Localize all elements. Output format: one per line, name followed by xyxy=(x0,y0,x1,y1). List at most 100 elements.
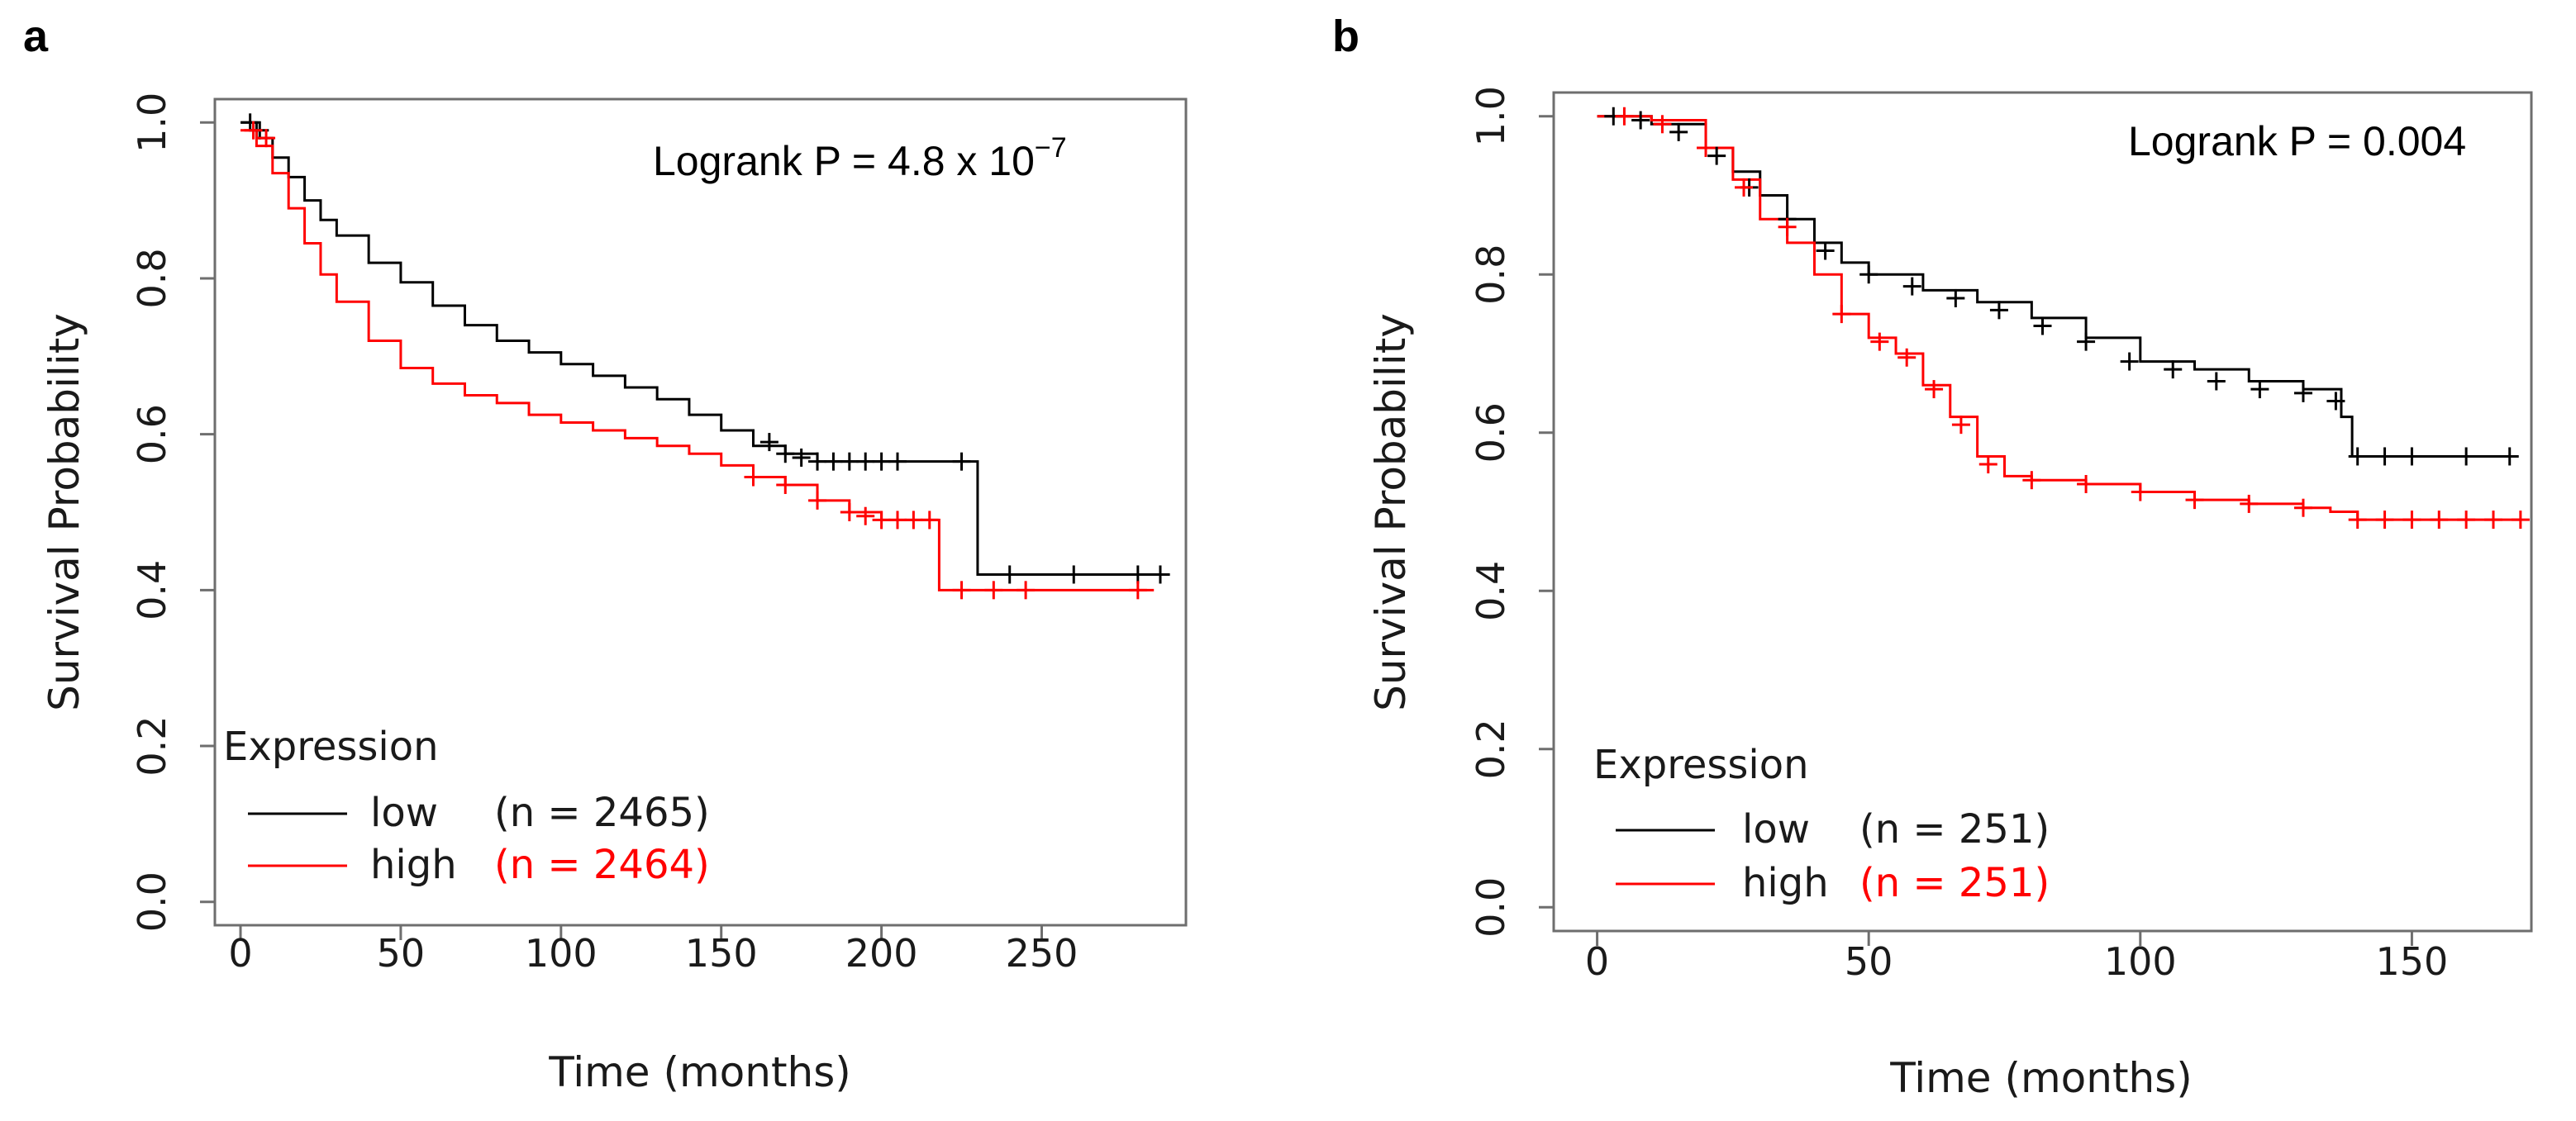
logrank-p-a-prefix: Logrank P = 4.8 x 10 xyxy=(653,138,1035,184)
censor-mark-high-b-20 xyxy=(2430,511,2449,530)
y-tick-label-b-4: 0.8 xyxy=(1469,245,1513,305)
legend-n-low-a: (n = 2465) xyxy=(494,790,710,836)
legend-n-high-b: (n = 251) xyxy=(1859,860,2050,906)
censor-mark-high-b-8 xyxy=(1925,380,1944,399)
x-tick-label-b-50: 50 xyxy=(1845,939,1893,984)
censor-mark-high-b-4 xyxy=(1778,217,1797,236)
censor-mark-high-a-3 xyxy=(776,475,795,494)
legend-b: Expression low (n = 251) high (n = 251) xyxy=(1593,742,2050,906)
censor-mark-low-a-13 xyxy=(1064,565,1083,584)
censor-mark-high-b-1 xyxy=(1653,115,1672,134)
censor-mark-low-b-9 xyxy=(1946,288,1965,307)
x-tick-label-a-250: 250 xyxy=(1006,931,1078,976)
series-lines-b xyxy=(1597,115,2521,521)
censor-mark-high-b-23 xyxy=(2511,511,2530,530)
survival-curve-low-a xyxy=(240,121,1170,576)
censor-mark-high-a-0 xyxy=(244,121,263,140)
censor-mark-high-b-15 xyxy=(2240,494,2259,513)
censor-mark-low-b-19 xyxy=(2348,447,2367,466)
censor-marks-a xyxy=(240,113,1169,600)
censor-mark-low-a-5 xyxy=(808,452,827,471)
censor-mark-high-b-7 xyxy=(1897,348,1917,367)
legend-title-a: Expression xyxy=(223,724,439,770)
survival-curve-high-a xyxy=(240,129,1155,591)
censor-mark-low-b-10 xyxy=(1989,301,2008,320)
censor-mark-low-a-11 xyxy=(952,452,971,471)
censor-mark-high-b-16 xyxy=(2293,498,2312,517)
axes-b: 0 50 100 150 0.0 0.2 0.4 0.6 0.8 1.0 xyxy=(1469,86,2448,984)
censor-mark-high-b-13 xyxy=(2131,482,2150,501)
censor-mark-low-b-1 xyxy=(1631,111,1650,130)
legend-label-high-b: high xyxy=(1742,860,1829,906)
censor-mark-high-b-9 xyxy=(1951,416,1970,435)
legend-label-low-a: low xyxy=(370,790,438,836)
x-tick-label-a-50: 50 xyxy=(377,931,426,976)
censor-mark-low-b-11 xyxy=(2033,316,2052,335)
x-tick-label-b-100: 100 xyxy=(2104,939,2177,984)
plot-frame-b xyxy=(1552,91,2533,933)
x-tick-label-a-0: 0 xyxy=(228,931,252,976)
censor-mark-low-b-12 xyxy=(2077,332,2096,351)
logrank-p-a-exponent: −7 xyxy=(1035,132,1067,164)
censor-mark-high-b-12 xyxy=(2077,474,2096,493)
y-tick-label-a-0: 0.0 xyxy=(130,872,174,932)
censor-mark-high-b-19 xyxy=(2402,511,2421,530)
censor-mark-low-b-16 xyxy=(2250,380,2269,399)
panel-b: b 0 50 100 150 0.0 0.2 0.4 0.6 0.8 1.0 Time (mont… xyxy=(1332,12,2533,1102)
y-tick-label-b-3: 0.6 xyxy=(1469,402,1513,463)
censor-mark-low-a-15 xyxy=(1150,565,1169,584)
x-axis-title-a: Time (months) xyxy=(548,1048,851,1096)
y-axis-title-b: Survival Probability xyxy=(1367,313,1415,711)
y-tick-label-b-2: 0.4 xyxy=(1469,561,1513,621)
censor-mark-low-a-8 xyxy=(856,452,875,471)
censor-mark-high-a-2 xyxy=(744,468,763,487)
censor-mark-low-a-4 xyxy=(792,448,811,467)
censor-mark-high-a-14 xyxy=(1128,581,1147,600)
censor-mark-high-b-17 xyxy=(2348,511,2367,530)
x-tick-label-a-100: 100 xyxy=(525,931,598,976)
x-tick-label-b-150: 150 xyxy=(2376,939,2449,984)
panel-label-a: a xyxy=(23,12,49,61)
x-tick-label-a-150: 150 xyxy=(685,931,758,976)
censor-mark-high-b-5 xyxy=(1832,305,1851,324)
censor-mark-low-b-22 xyxy=(2457,447,2476,466)
censor-mark-low-b-6 xyxy=(1816,241,1835,260)
censor-mark-low-a-6 xyxy=(824,452,843,471)
censor-mark-low-b-8 xyxy=(1902,277,1921,296)
censor-mark-high-b-14 xyxy=(2185,491,2204,510)
censor-mark-high-b-10 xyxy=(1978,455,1997,474)
censor-mark-high-a-9 xyxy=(904,511,923,530)
censor-mark-high-b-0 xyxy=(1615,107,1634,126)
y-tick-label-a-1: 0.2 xyxy=(130,715,174,776)
censor-mark-low-b-18 xyxy=(2326,392,2345,411)
censor-mark-low-b-23 xyxy=(2500,447,2519,466)
y-tick-label-a-2: 0.4 xyxy=(130,560,174,620)
censor-mark-high-a-7 xyxy=(872,511,891,530)
censor-mark-high-a-12 xyxy=(984,581,1003,600)
legend-n-high-a: (n = 2464) xyxy=(494,842,710,888)
censor-mark-high-a-6 xyxy=(856,506,875,525)
censor-mark-high-b-3 xyxy=(1735,178,1754,197)
panel-label-b: b xyxy=(1332,12,1359,61)
legend-a: Expression low (n = 2465) high (n = 2464… xyxy=(223,724,710,888)
censor-mark-high-b-18 xyxy=(2375,511,2394,530)
legend-label-low-b: low xyxy=(1742,806,1810,853)
y-tick-label-b-0: 0.0 xyxy=(1469,877,1513,938)
censor-mark-low-a-3 xyxy=(776,444,795,463)
censor-mark-high-a-13 xyxy=(1017,581,1036,600)
censor-mark-high-b-11 xyxy=(2022,471,2041,490)
censor-mark-low-b-15 xyxy=(2207,372,2226,391)
x-axis-title-b: Time (months) xyxy=(1889,1054,2193,1102)
censor-mark-high-a-1 xyxy=(257,129,276,148)
censor-mark-high-b-22 xyxy=(2483,511,2502,530)
logrank-p-b-prefix: Logrank P = 0.004 xyxy=(2128,118,2466,164)
censor-mark-low-a-7 xyxy=(840,452,859,471)
censor-mark-low-a-10 xyxy=(888,452,907,471)
legend-title-b: Expression xyxy=(1593,742,1809,788)
censor-mark-high-a-10 xyxy=(920,511,939,530)
panel-a: a 0 50 100 150 200 250 0.0 0.2 0.4 0.6 0.8 1.0 Time… xyxy=(23,12,1188,1096)
plot-frame-a xyxy=(213,97,1188,927)
censor-mark-low-b-7 xyxy=(1859,265,1878,284)
y-tick-label-a-3: 0.6 xyxy=(130,404,174,464)
